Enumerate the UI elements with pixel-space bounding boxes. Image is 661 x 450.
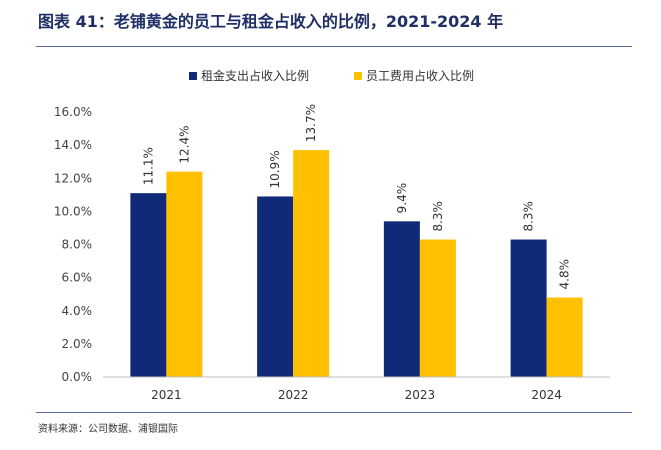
data-label: 8.3% bbox=[431, 201, 445, 232]
y-tick-label: 0.0% bbox=[62, 370, 93, 384]
y-tick-label: 10.0% bbox=[54, 204, 92, 218]
bar-staff-2024 bbox=[546, 297, 583, 377]
x-tick-label: 2023 bbox=[405, 388, 436, 402]
y-tick-label: 2.0% bbox=[62, 337, 93, 351]
y-tick-label: 14.0% bbox=[54, 138, 92, 152]
y-tick-label: 4.0% bbox=[62, 304, 93, 318]
data-label: 12.4% bbox=[177, 126, 191, 164]
legend-label-2: 员工费用占收入比例 bbox=[366, 68, 474, 83]
top-divider bbox=[36, 46, 632, 47]
bottom-divider bbox=[36, 412, 632, 413]
y-tick-label: 8.0% bbox=[62, 238, 93, 252]
data-label: 4.8% bbox=[558, 259, 572, 290]
legend-swatch-2 bbox=[354, 72, 362, 80]
legend-swatch-1 bbox=[189, 72, 197, 80]
bar-rent-2024 bbox=[510, 239, 547, 377]
chart-title: 图表 41：老铺黄金的员工与租金占收入的比例，2021-2024 年 bbox=[38, 12, 504, 31]
x-tick-label: 2022 bbox=[278, 388, 309, 402]
bar-rent-2023 bbox=[383, 221, 420, 377]
y-tick-label: 16.0% bbox=[54, 105, 92, 119]
data-label: 13.7% bbox=[304, 104, 318, 142]
bar-rent-2022 bbox=[257, 196, 294, 377]
bar-rent-2021 bbox=[130, 193, 167, 377]
data-label: 8.3% bbox=[522, 201, 536, 232]
bar-staff-2022 bbox=[293, 150, 330, 377]
y-tick-label: 6.0% bbox=[62, 271, 93, 285]
legend-label-1: 租金支出占收入比例 bbox=[201, 68, 309, 83]
bar-staff-2021 bbox=[166, 171, 203, 377]
data-label: 11.1% bbox=[141, 147, 155, 185]
x-tick-label: 2021 bbox=[151, 388, 182, 402]
bar-staff-2023 bbox=[419, 239, 456, 377]
data-label: 10.9% bbox=[268, 150, 282, 188]
data-label: 9.4% bbox=[395, 183, 409, 214]
y-tick-label: 12.0% bbox=[54, 171, 92, 185]
x-tick-label: 2024 bbox=[531, 388, 562, 402]
source-note: 资料来源：公司数据、浦银国际 bbox=[38, 424, 178, 435]
